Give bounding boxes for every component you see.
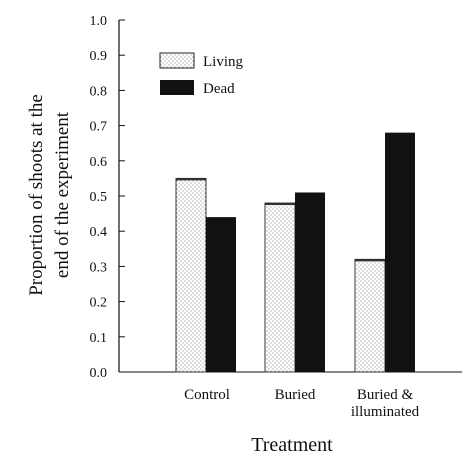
y-tick-label: 1.0	[90, 14, 108, 29]
bar-living-1	[264, 202, 296, 373]
legend-swatch-living	[159, 52, 195, 69]
y-tick-label: 0.5	[90, 190, 108, 205]
x-tick-label: Control	[184, 387, 230, 403]
y-tick-label: 0.0	[90, 366, 108, 381]
legend-swatch-dead	[160, 80, 194, 95]
x-tick-label: illuminated	[351, 404, 420, 420]
y-tick-label: 0.6	[90, 155, 108, 170]
bar-living-2	[354, 258, 386, 373]
legend-label-dead: Dead	[203, 81, 235, 97]
y-tick-label: 0.7	[90, 120, 108, 135]
x-tick-label: Buried &	[357, 387, 414, 403]
bar-dead-1	[295, 192, 325, 372]
legend-label-living: Living	[203, 54, 243, 70]
bar-living-0	[175, 177, 207, 373]
bars	[175, 132, 415, 373]
y-tick-label: 0.3	[90, 260, 108, 275]
x-tick-label: Buried	[275, 387, 316, 403]
x-axis-title: Treatment	[251, 434, 333, 456]
x-tick-labels: Control Buried Buried &illuminated	[184, 387, 420, 420]
y-tick-label: 0.8	[90, 84, 108, 99]
bar-dead-0	[206, 217, 236, 372]
bar-dead-2	[385, 132, 415, 372]
y-tick-label: 0.1	[90, 331, 108, 346]
y-tick-label: 0.9	[90, 49, 108, 64]
y-axis-title-line-2: end of the experiment	[52, 111, 73, 278]
y-tick-label: 0.2	[90, 296, 108, 311]
y-axis-title: Proportion of shoots at the end of the e…	[26, 94, 73, 296]
y-axis-title-line-1: Proportion of shoots at the	[26, 94, 47, 296]
y-tick-label: 0.4	[90, 225, 108, 240]
y-axis: 0.0 0.1 0.2 0.3 0.4 0.5 0.6 0.7 0.8 0.9 1.0	[90, 14, 462, 381]
legend: Living Dead	[159, 52, 243, 97]
